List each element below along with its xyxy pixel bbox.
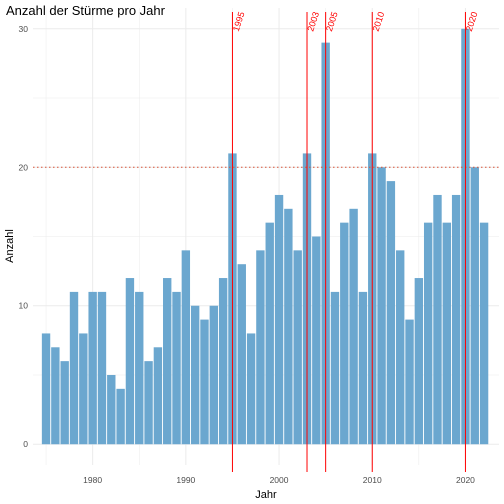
- year-markers: 1995 2003 2005 2010 2020: [231, 10, 480, 472]
- bar: [153, 347, 163, 445]
- bar: [41, 333, 51, 445]
- bar: [423, 222, 433, 445]
- bar: [265, 222, 274, 445]
- bar: [116, 388, 125, 445]
- bar: [312, 236, 321, 445]
- bar: [246, 333, 256, 445]
- x-tick-label: 1990: [176, 475, 195, 485]
- bar: [293, 250, 302, 445]
- bar: [256, 250, 265, 445]
- bar: [97, 291, 107, 445]
- bar: [414, 278, 424, 445]
- y-axis-title: Anzahl: [4, 229, 16, 263]
- bar: [88, 291, 97, 445]
- bar: [209, 305, 219, 445]
- bar: [340, 222, 349, 445]
- bar: [377, 167, 386, 445]
- bar: [405, 319, 414, 445]
- bar: [479, 222, 489, 445]
- x-tick-label: 1980: [83, 475, 102, 485]
- bar: [190, 305, 200, 445]
- bar: [451, 194, 461, 445]
- bar: [135, 291, 144, 445]
- bar: [69, 291, 79, 445]
- bar: [442, 222, 452, 445]
- bar: [181, 250, 191, 445]
- bar: [284, 208, 293, 445]
- y-tick-label: 0: [23, 439, 28, 449]
- y-tick-label: 30: [19, 24, 29, 34]
- bar: [107, 374, 116, 445]
- bar: [274, 194, 284, 445]
- bar: [60, 361, 69, 445]
- x-tick-label: 2020: [456, 475, 475, 485]
- chart-title: Anzahl der Stürme pro Jahr: [6, 3, 166, 18]
- y-tick-label: 10: [19, 301, 29, 311]
- bar: [163, 278, 172, 445]
- tick-labels: 0 10 20 30 1980 1990 2000 2010 2020: [19, 24, 476, 485]
- bar: [470, 167, 479, 445]
- bar: [125, 278, 135, 445]
- bar: [396, 250, 405, 445]
- x-tick-label: 2010: [363, 475, 382, 485]
- bar: [433, 194, 442, 445]
- bar: [218, 278, 228, 445]
- bar: [144, 361, 153, 445]
- bar: [237, 264, 246, 445]
- bar: [358, 291, 368, 445]
- x-tick-label: 2000: [270, 475, 289, 485]
- bar: [51, 347, 60, 445]
- bar: [79, 333, 88, 445]
- bar: [386, 181, 396, 445]
- y-tick-label: 20: [19, 162, 29, 172]
- bar: [200, 319, 209, 445]
- bar: [172, 291, 181, 445]
- bar: [330, 291, 340, 445]
- x-axis-title: Jahr: [255, 489, 277, 501]
- bar: [349, 208, 358, 445]
